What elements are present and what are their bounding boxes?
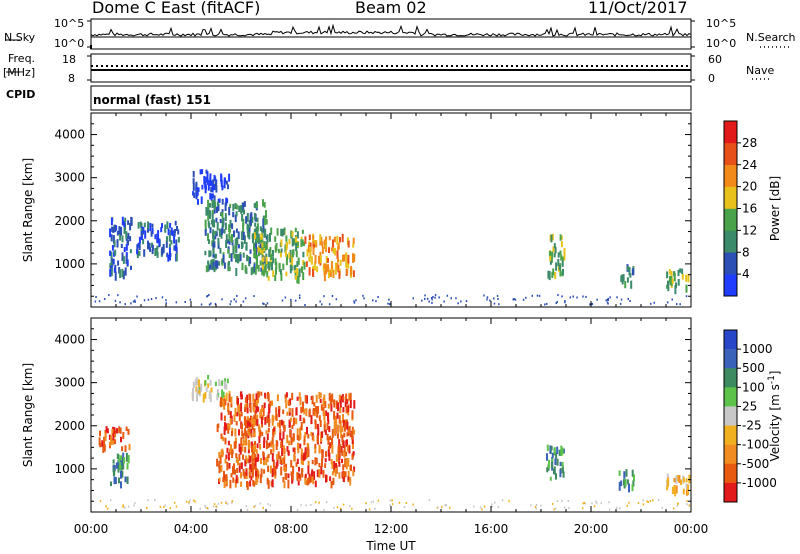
beam-title: Beam 02 (355, 0, 427, 17)
power-data-layer (109, 169, 690, 295)
nave-tick-bottom: 0 (708, 72, 715, 85)
power-colorbar: 4 8 12 16 20 24 28 Power [dB] (723, 120, 782, 297)
xtick-label: 20:00 (574, 522, 609, 536)
power-colorbar-title: Power [dB] (768, 176, 782, 241)
cpid-panel (90, 85, 692, 111)
power-region-6 (304, 233, 356, 282)
nave-label: Nave (746, 64, 775, 77)
nave-tick-top: 60 (708, 53, 722, 66)
velocity-colorbar-label: -1000 (742, 476, 777, 490)
velocity-colorbar-label: -25 (742, 419, 762, 433)
velocity-colorbar-label: 25 (742, 399, 757, 413)
power-region-5 (254, 226, 306, 284)
power-region-8 (620, 264, 635, 289)
velocity-bottom-specks (99, 499, 691, 511)
power-colorbar-label: 12 (742, 223, 757, 237)
velocity-colorbar-cell (724, 368, 737, 388)
power-ytick-label: 4000 (54, 128, 85, 142)
power-colorbar-label: 20 (742, 180, 757, 194)
velocity-colorbar-label: -100 (742, 438, 769, 452)
xtick-label: 00:00 (74, 522, 109, 536)
velocity-region-2 (110, 452, 130, 489)
power-colorbar-cell (724, 252, 737, 275)
velocity-colorbar-label: -500 (742, 457, 769, 471)
velocity-ytick-label: 2000 (54, 419, 85, 433)
nsearch-label: N.Search (746, 31, 796, 44)
velocity-colorbar-title: Velocity [m s-1] (767, 371, 782, 462)
nsky-label: N.Sky (4, 31, 36, 44)
nsearch-tick-top: 10^5 (706, 17, 737, 30)
cpid-label: CPID (6, 88, 36, 101)
xlabel: Time UT (365, 539, 416, 553)
velocity-data-layer (98, 374, 691, 497)
power-colorbar-cell (724, 186, 737, 209)
freq-tick-bottom: 8 (68, 72, 75, 85)
power-colorbar-label: 28 (742, 136, 757, 150)
power-colorbar-label: 16 (742, 202, 757, 216)
velocity-colorbar-cell (724, 330, 737, 350)
velocity-colorbar-cell (724, 406, 737, 426)
velocity-colorbar: 1000 500 100 25 -25 -100 -500 -1000 Velocity [m … (723, 329, 782, 503)
velocity-region-6 (618, 469, 635, 493)
power-colorbar-label: 24 (742, 158, 757, 172)
power-region-2 (136, 220, 180, 262)
velocity-ytick-label: 3000 (54, 376, 85, 390)
date-title: 11/Oct/2017 (588, 0, 688, 17)
power-region-4 (204, 199, 268, 276)
velocity-colorbar-label: 1000 (742, 342, 773, 356)
freq-panel (90, 53, 692, 83)
power-ytick-label: 1000 (54, 257, 85, 271)
power-region-1 (109, 216, 133, 281)
power-region-9 (666, 268, 690, 295)
power-colorbar-cell (724, 142, 737, 166)
xtick-label: 04:00 (174, 522, 209, 536)
power-ytick-label: 2000 (54, 214, 85, 228)
velocity-colorbar-cell (724, 463, 737, 484)
velocity-colorbar-label: 100 (742, 380, 765, 394)
velocity-ylabel: Slant Range [km] (21, 363, 35, 467)
cpid-value: normal (fast) 151 (93, 93, 211, 107)
velocity-region-1 (98, 426, 131, 453)
freq-label: Freq. (8, 52, 36, 65)
power-colorbar-cell (724, 164, 737, 187)
nsky-tick-bottom: 10^0 (54, 37, 85, 50)
velocity-region-4 (216, 391, 356, 490)
power-bottom-specks (94, 294, 688, 306)
power-colorbar-cell (724, 121, 737, 144)
xtick-label: 12:00 (374, 522, 409, 536)
power-ylabel: Slant Range [km] (21, 158, 35, 262)
velocity-colorbar-cell (724, 444, 737, 465)
velocity-ytick-label: 1000 (54, 462, 85, 476)
power-ytick-label: 3000 (54, 171, 85, 185)
velocity-colorbar-cell (724, 425, 737, 445)
nsky-tick-top: 10^5 (54, 17, 85, 30)
velocity-colorbar-cell (724, 349, 737, 369)
velocity-colorbar-cell (724, 482, 737, 503)
velocity-region-7 (666, 473, 691, 497)
power-colorbar-label: 8 (742, 245, 750, 259)
velocity-ytick-label: 4000 (54, 333, 85, 347)
power-region-3 (192, 169, 231, 206)
power-colorbar-cell (724, 274, 737, 297)
power-colorbar-cell (724, 208, 737, 231)
freq-tick-top: 18 (62, 53, 76, 66)
velocity-region-5 (546, 444, 565, 481)
nsearch-tick-bottom: 10^0 (706, 37, 737, 50)
power-colorbar-label: 4 (742, 267, 750, 281)
nsky-trace (90, 23, 692, 37)
power-frame (90, 112, 692, 308)
xtick-label: 00:00 (674, 522, 709, 536)
velocity-colorbar-cell (724, 387, 737, 407)
velocity-region-3 (191, 374, 231, 403)
velocity-frame (90, 317, 692, 513)
velocity-colorbar-label: 500 (742, 361, 765, 375)
power-colorbar-cell (724, 230, 737, 253)
xtick-label: 16:00 (474, 522, 509, 536)
power-region-7 (547, 233, 566, 281)
xtick-label: 08:00 (274, 522, 309, 536)
velocity-colorbar-frame (723, 329, 738, 503)
station-title: Dome C East (fitACF) (92, 0, 261, 17)
